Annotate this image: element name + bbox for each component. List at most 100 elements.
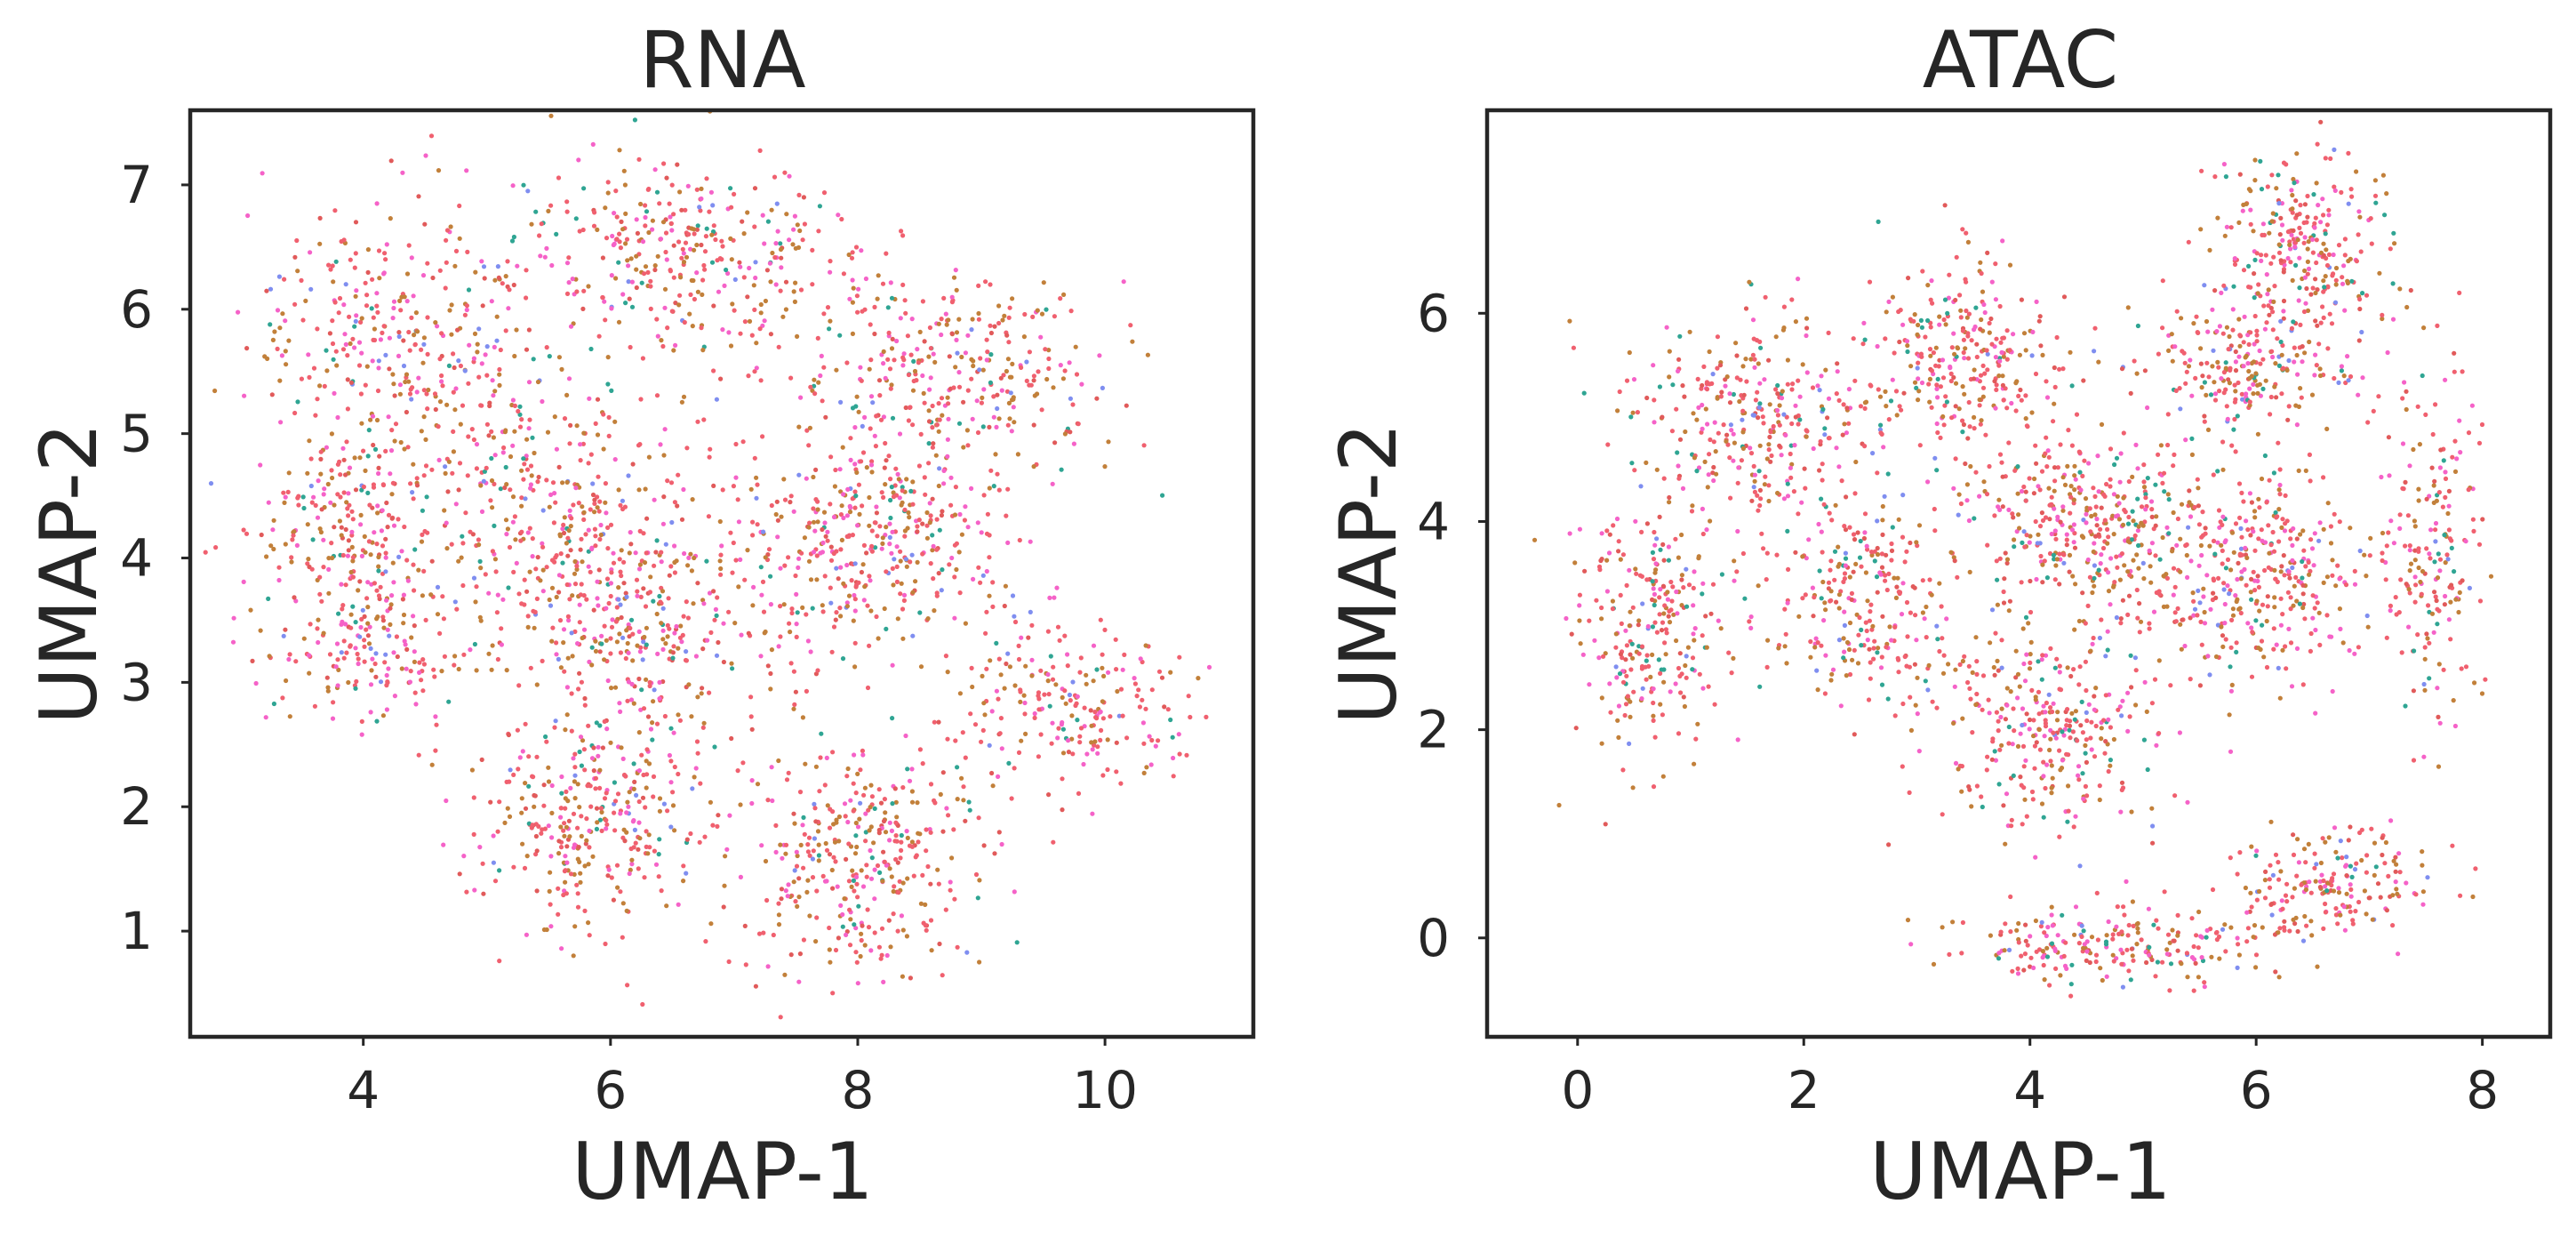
scatter-point — [1999, 742, 2004, 748]
scatter-point — [681, 486, 686, 493]
scatter-point — [1748, 614, 1754, 620]
scatter-point — [648, 278, 653, 284]
scatter-point — [624, 908, 629, 913]
scatter-point — [648, 306, 653, 311]
scatter-point — [681, 614, 686, 619]
scatter-point — [2011, 773, 2016, 779]
scatter-point — [860, 309, 865, 314]
scatter-point — [833, 859, 838, 864]
scatter-point — [494, 314, 500, 319]
scatter-point — [231, 615, 236, 621]
scatter-point — [916, 839, 921, 845]
scatter-point — [987, 593, 992, 598]
scatter-point — [546, 208, 551, 213]
scatter-point — [636, 566, 643, 572]
scatter-point — [1756, 405, 1762, 410]
scatter-point — [1046, 348, 1052, 353]
scatter-point — [612, 828, 618, 833]
scatter-point — [2004, 791, 2010, 797]
scatter-point — [372, 337, 378, 343]
scatter-point — [2149, 701, 2155, 706]
scatter-point — [1654, 467, 1660, 472]
scatter-point — [951, 275, 957, 280]
scatter-point — [335, 414, 340, 421]
scatter-point — [1959, 764, 1964, 769]
scatter-point — [2116, 707, 2121, 712]
scatter-point — [309, 500, 315, 505]
scatter-point — [542, 254, 548, 260]
scatter-point — [725, 270, 731, 277]
scatter-point — [476, 326, 482, 332]
scatter-point — [1060, 750, 1067, 756]
scatter-point — [481, 478, 486, 484]
scatter-point — [1789, 387, 1795, 392]
scatter-point — [619, 219, 624, 224]
scatter-point — [308, 483, 314, 489]
scatter-point — [918, 431, 924, 437]
scatter-point — [1021, 334, 1027, 340]
scatter-point — [1021, 693, 1027, 698]
scatter-point — [581, 186, 587, 191]
scatter-point — [2052, 506, 2057, 511]
scatter-point — [578, 458, 583, 463]
scatter-point — [815, 335, 820, 341]
scatter-point — [2068, 673, 2074, 679]
scatter-point — [678, 275, 684, 280]
scatter-point — [425, 351, 430, 357]
scatter-point — [2084, 687, 2089, 694]
scatter-point — [878, 956, 884, 961]
scatter-point — [1728, 495, 1733, 501]
scatter-point — [1170, 734, 1175, 740]
scatter-point — [244, 346, 250, 351]
scatter-point — [1953, 667, 1958, 672]
scatter-point — [688, 246, 693, 252]
scatter-point — [890, 801, 895, 807]
scatter-point — [332, 390, 337, 396]
scatter-point — [1100, 716, 1106, 721]
scatter-point — [605, 873, 611, 879]
scatter-point — [647, 679, 652, 685]
scatter-point — [770, 250, 775, 256]
scatter-point — [2041, 703, 2046, 709]
scatter-point — [411, 496, 416, 502]
scatter-point — [1677, 333, 1683, 339]
scatter-point — [868, 948, 874, 953]
scatter-point — [1785, 600, 1790, 606]
scatter-point — [409, 397, 414, 402]
scatter-point — [1668, 579, 1674, 585]
scatter-point — [1046, 692, 1052, 697]
scatter-point — [272, 329, 277, 334]
scatter-point — [1740, 417, 1745, 422]
scatter-point — [917, 610, 923, 615]
scatter-point — [839, 216, 844, 222]
scatter-point — [1968, 696, 1973, 702]
scatter-point — [975, 520, 980, 526]
scatter-point — [1912, 312, 1917, 317]
scatter-point — [1121, 279, 1126, 285]
scatter-point — [559, 791, 564, 796]
scatter-point — [380, 543, 386, 549]
scatter-point — [997, 731, 1003, 736]
scatter-point — [681, 260, 687, 265]
scatter-point — [1908, 364, 1914, 369]
scatter-point — [376, 365, 381, 371]
scatter-point — [341, 655, 347, 661]
scatter-point — [844, 562, 850, 568]
scatter-point — [423, 437, 428, 442]
scatter-point — [2023, 758, 2028, 763]
scatter-point — [704, 226, 709, 231]
scatter-point — [378, 337, 383, 342]
scatter-point — [1049, 741, 1054, 746]
scatter-point — [2077, 863, 2083, 869]
scatter-point — [894, 815, 900, 820]
scatter-point — [1775, 382, 1780, 389]
scatter-point — [2091, 549, 2096, 555]
scatter-point — [700, 725, 706, 730]
scatter-point — [859, 459, 864, 464]
scatter-point — [1006, 315, 1012, 320]
scatter-point — [959, 775, 964, 781]
scatter-point — [1706, 684, 1711, 689]
scatter-point — [430, 275, 436, 281]
scatter-point — [384, 683, 389, 688]
scatter-point — [562, 833, 567, 839]
